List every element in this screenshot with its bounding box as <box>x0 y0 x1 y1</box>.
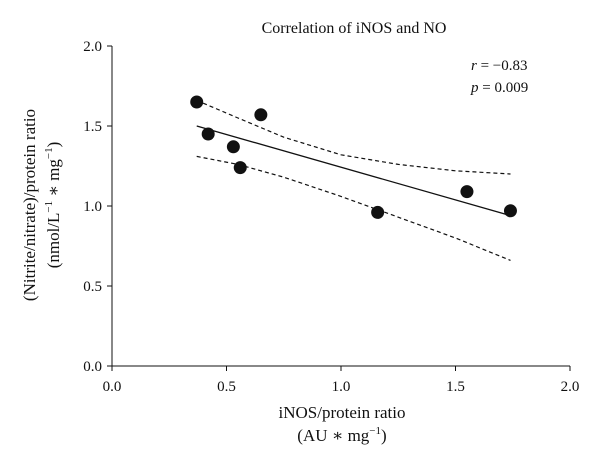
y-axis-unit-exponent-2: −1 <box>43 147 55 159</box>
y-tick-label: 1.0 <box>83 199 102 215</box>
confidence-band-upper <box>196 99 511 175</box>
p-statistic: p = 0.009 <box>470 80 528 96</box>
y-tick-label: 2.0 <box>83 39 102 55</box>
data-point <box>226 140 240 154</box>
y-ticks: 0.0 0.5 1.0 1.5 2.0 <box>83 39 112 375</box>
y-axis-unit-exponent-1: −1 <box>43 201 55 213</box>
r-statistic: r = −0.83 <box>471 58 528 74</box>
regression-line <box>196 125 511 217</box>
chart-title: Correlation of iNOS and NO <box>262 20 447 37</box>
r-symbol: r <box>471 58 477 74</box>
y-axis-label-units: (nmol/L−1 ∗ mg−1) <box>43 142 63 269</box>
data-point <box>190 95 204 109</box>
data-point <box>201 127 215 141</box>
y-axis-unit: (nmol/L <box>44 213 63 269</box>
y-axis-label-line1: (Nitrite/nitrate)/protein ratio <box>20 109 39 301</box>
x-tick-label: 0.5 <box>217 379 236 395</box>
y-axis-unit-mid: ∗ mg <box>44 159 63 201</box>
r-value: = −0.83 <box>477 58 528 74</box>
y-axis-unit-close: ) <box>44 142 63 148</box>
x-tick-label: 1.5 <box>446 379 465 395</box>
data-point <box>233 161 247 175</box>
x-axis-label-line1: iNOS/protein ratio <box>278 403 405 422</box>
y-axis-label-line2: (nmol/L−1 ∗ mg−1) <box>43 142 63 269</box>
data-point <box>371 205 385 219</box>
x-axis-unit-close: ) <box>381 426 387 445</box>
y-axis-label: (Nitrite/nitrate)/protein ratio <box>20 109 39 301</box>
x-tick-label: 2.0 <box>561 379 580 395</box>
x-axis-label-line2: (AU ∗ mg−1) <box>297 425 386 445</box>
p-value: = 0.009 <box>479 80 529 96</box>
x-tick-label: 1.0 <box>332 379 351 395</box>
x-axis-unit-exponent: −1 <box>369 425 381 437</box>
p-symbol: p <box>470 80 479 96</box>
y-tick-label: 0.5 <box>83 279 102 295</box>
x-tick-label: 0.0 <box>103 379 122 395</box>
data-points <box>190 95 517 219</box>
x-ticks: 0.0 0.5 1.0 1.5 2.0 <box>103 366 580 395</box>
data-point <box>460 185 474 199</box>
y-tick-label: 0.0 <box>83 359 102 375</box>
y-tick-label: 1.5 <box>83 119 102 135</box>
data-point <box>254 108 268 122</box>
x-axis-unit: (AU ∗ mg <box>297 426 369 445</box>
data-point <box>503 204 517 218</box>
stats-annotation: r = −0.83 p = 0.009 <box>470 58 528 96</box>
